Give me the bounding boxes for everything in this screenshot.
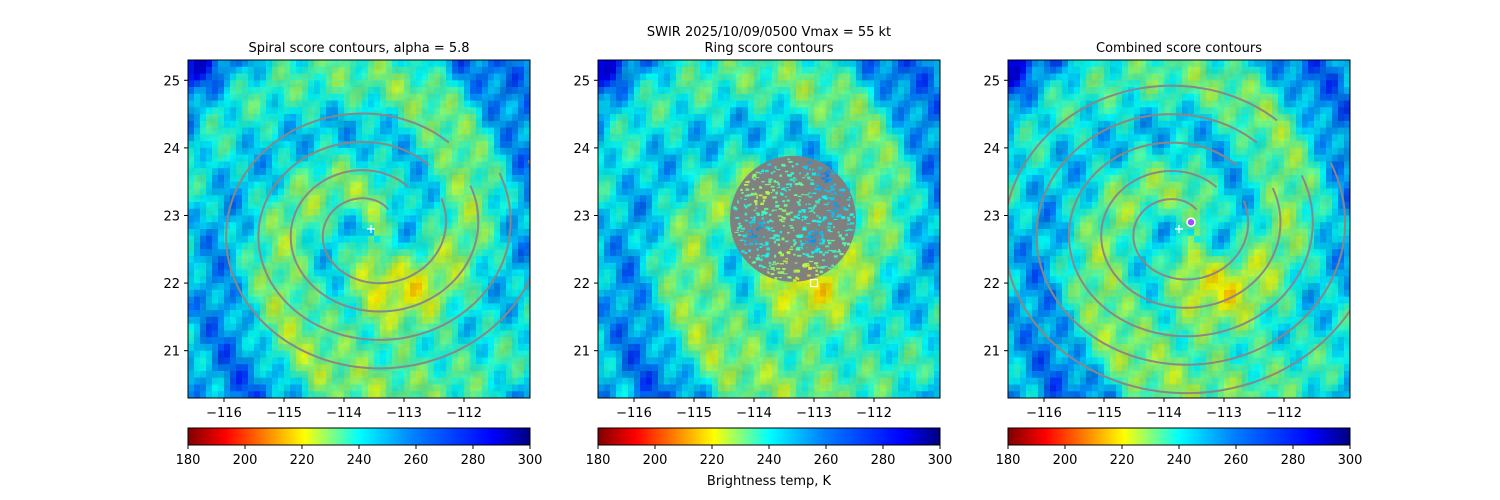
x-tick-label: −113 — [1206, 406, 1242, 421]
storm-center-marker — [1175, 225, 1183, 233]
colorbar-tick-label: 240 — [757, 453, 782, 468]
x-tick-label: −116 — [1026, 406, 1062, 421]
colorbar-tick-label: 200 — [233, 453, 258, 468]
colorbar-tick-label: 220 — [1110, 453, 1135, 468]
x-tick-label: −115 — [266, 406, 302, 421]
colorbar-tick-label: 300 — [518, 453, 543, 468]
contour-2 — [289, 169, 480, 313]
y-tick-label: 21 — [573, 345, 590, 360]
colorbar-tick-label: 240 — [347, 453, 372, 468]
y-tick-label: 22 — [573, 277, 590, 292]
x-tick-label: −115 — [676, 406, 712, 421]
contour-4 — [1035, 113, 1347, 366]
axes-frame-3 — [1007, 59, 1351, 399]
colorbar-tick-label: 200 — [643, 453, 668, 468]
colorbar-tick-label: 220 — [700, 453, 725, 468]
colorbar-tick-label: 260 — [1224, 453, 1249, 468]
overlay-1 — [225, 112, 530, 370]
contour-1 — [321, 197, 448, 285]
axes-frame-2 — [597, 59, 941, 399]
x-tick-label: −112 — [856, 406, 892, 421]
y-tick-label: 25 — [573, 74, 590, 89]
figure-suptitle: SWIR 2025/10/09/0500 Vmax = 55 kt — [647, 25, 891, 40]
x-tick-label: −116 — [206, 406, 242, 421]
colorbar-tick-label: 220 — [290, 453, 315, 468]
y-tick-label: 23 — [163, 209, 180, 224]
x-tick-label: −114 — [1146, 406, 1182, 421]
y-tick-label: 25 — [983, 74, 1000, 89]
x-tick-label: −113 — [796, 406, 832, 421]
colorbar-tick-label: 280 — [461, 453, 486, 468]
axes-frame-1 — [187, 59, 531, 399]
panel-title-1: Spiral score contours, alpha = 5.8 — [248, 41, 469, 56]
x-tick-label: −112 — [446, 406, 482, 421]
contour-2 — [1100, 170, 1282, 309]
x-tick-label: −114 — [326, 406, 362, 421]
y-tick-label: 21 — [163, 345, 180, 360]
y-tick-label: 24 — [163, 142, 180, 157]
colorbar-tick-label: 180 — [176, 453, 201, 468]
heatmap-1 — [188, 60, 530, 398]
colorbar-tick-label: 180 — [586, 453, 611, 468]
colorbar-tick-label: 280 — [1281, 453, 1306, 468]
contour-3 — [257, 140, 512, 341]
colorbar-tick-label: 260 — [814, 453, 839, 468]
contour-1 — [1132, 198, 1250, 281]
ring-speckle — [733, 158, 855, 282]
panel-title-3: Combined score contours — [1096, 41, 1262, 56]
colorbar-tick-label: 260 — [404, 453, 429, 468]
colorbar-tick-label: 200 — [1053, 453, 1078, 468]
colorbar-3 — [1007, 427, 1351, 446]
x-tick-label: −116 — [616, 406, 652, 421]
y-tick-label: 24 — [573, 142, 590, 157]
x-tick-label: −112 — [1266, 406, 1302, 421]
colorbar-tick-label: 240 — [1167, 453, 1192, 468]
contour-3 — [1068, 141, 1314, 338]
panel-3: Combined score contours −116 −115 −114 −113 −… — [983, 41, 1363, 468]
colorbar-tick-label: 300 — [1338, 453, 1363, 468]
x-tick-label: −115 — [1086, 406, 1122, 421]
colorbar-tick-label: 300 — [928, 453, 953, 468]
x-tick-label: −113 — [386, 406, 422, 421]
y-tick-label: 23 — [573, 209, 590, 224]
colorbar-1 — [187, 427, 531, 446]
colorbar-tick-label: 280 — [871, 453, 896, 468]
y-tick-label: 23 — [983, 209, 1000, 224]
ring-center-marker — [809, 278, 819, 288]
panel-2: Ring score contours −116 −115 −114 −113 −112 2… — [573, 41, 952, 489]
x-tick-label: −114 — [736, 406, 772, 421]
colorbar-label: Brightness temp, K — [707, 474, 832, 489]
contour-4 — [225, 112, 530, 370]
colorbar-2 — [597, 427, 941, 446]
contour-5 — [1008, 84, 1350, 395]
y-tick-label: 21 — [983, 345, 1000, 360]
overlay-2 — [730, 155, 856, 282]
storm-center-marker — [367, 225, 375, 233]
y-tick-label: 22 — [983, 277, 1000, 292]
combined-center-marker — [1186, 217, 1196, 227]
overlay-3 — [1008, 84, 1350, 395]
y-tick-label: 24 — [983, 142, 1000, 157]
panel-1: Spiral score contours, alpha = 5.8 −116 −1… — [163, 41, 543, 468]
colorbar-tick-label: 180 — [996, 453, 1021, 468]
y-tick-label: 22 — [163, 277, 180, 292]
panel-title-2: Ring score contours — [704, 41, 833, 56]
y-tick-label: 25 — [163, 74, 180, 89]
